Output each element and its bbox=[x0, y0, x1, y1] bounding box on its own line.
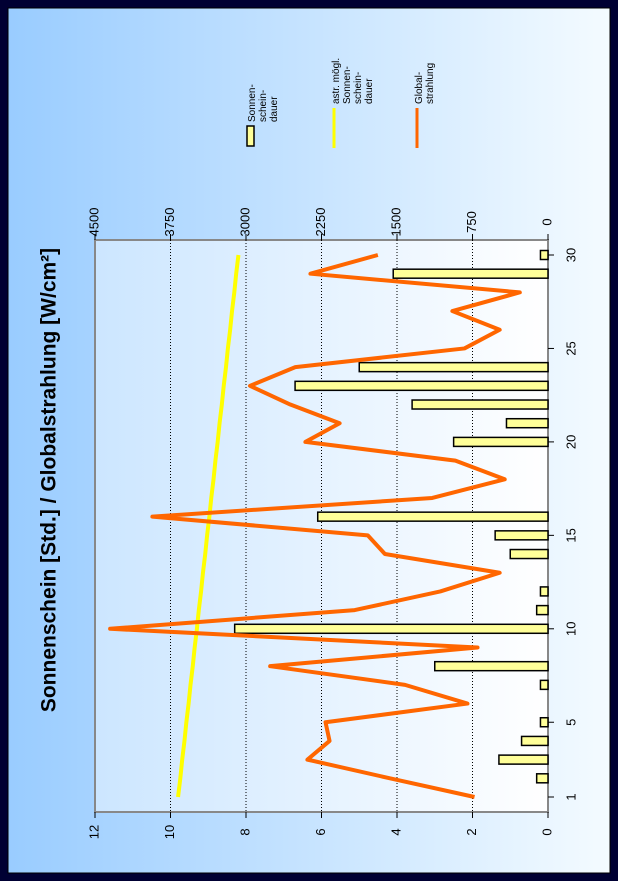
bar bbox=[509, 548, 549, 560]
chart-title: Sonnenschein [Std.] / Globalstrahlung [W… bbox=[38, 248, 61, 712]
y2-tick-label: 750 bbox=[464, 211, 479, 233]
y-tick-label: 0 bbox=[539, 828, 554, 835]
line bbox=[108, 253, 522, 799]
legend-swatch bbox=[246, 125, 255, 147]
legend-label: Sonnen-schein-dauer bbox=[247, 84, 280, 122]
bar bbox=[452, 436, 549, 448]
y-tick-label: 2 bbox=[464, 828, 479, 835]
y2-tick-label: 2250 bbox=[313, 208, 328, 237]
bar bbox=[539, 586, 549, 597]
y-tick-label: 4 bbox=[388, 828, 403, 835]
bar bbox=[539, 249, 549, 261]
x-tick-label: 25 bbox=[563, 341, 578, 355]
x-tick-label: 10 bbox=[563, 622, 578, 636]
bar bbox=[535, 604, 549, 616]
bar bbox=[494, 530, 549, 541]
y2-tick-label: 0 bbox=[539, 218, 554, 225]
legend-label: astr. mögl.Sonnen-schein-dauer bbox=[331, 58, 375, 104]
x-tick-label: 15 bbox=[563, 528, 578, 542]
bar bbox=[520, 735, 549, 747]
bar bbox=[233, 623, 549, 635]
bar bbox=[411, 399, 549, 410]
y-tick-label: 10 bbox=[162, 825, 177, 839]
y2-tick-label: 3750 bbox=[162, 208, 177, 237]
bar bbox=[535, 773, 549, 784]
y-tick-label: 12 bbox=[86, 825, 101, 839]
bar bbox=[434, 660, 549, 672]
x-tick-label: 1 bbox=[563, 793, 578, 800]
y2-tick-label: 1500 bbox=[388, 208, 403, 237]
y-tick-label: 8 bbox=[237, 828, 252, 835]
line bbox=[176, 254, 241, 798]
bar bbox=[358, 361, 549, 373]
bar bbox=[505, 417, 549, 429]
bar bbox=[498, 754, 549, 765]
bar bbox=[539, 679, 549, 691]
bar bbox=[316, 511, 549, 522]
bar bbox=[392, 268, 549, 279]
legend-label: Global-strahlung bbox=[414, 63, 436, 104]
y-tick-label: 6 bbox=[313, 828, 328, 835]
x-tick-label: 30 bbox=[563, 248, 578, 262]
x-tick-label: 20 bbox=[563, 435, 578, 449]
bar bbox=[294, 380, 549, 392]
bar bbox=[539, 716, 549, 728]
y2-tick-label: 3000 bbox=[237, 208, 252, 237]
y2-tick-label: 4500 bbox=[86, 208, 101, 237]
x-tick-label: 5 bbox=[563, 719, 578, 726]
